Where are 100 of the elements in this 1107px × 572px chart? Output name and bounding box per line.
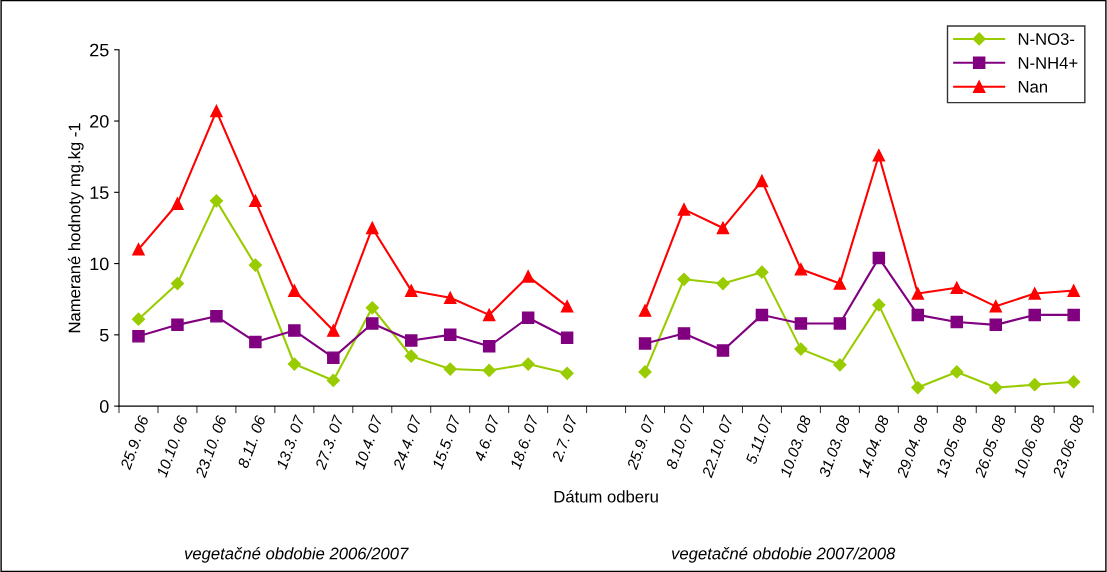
point xyxy=(482,340,496,353)
point xyxy=(365,301,379,315)
point xyxy=(482,363,496,378)
x-tick-label: 8.10. 07 xyxy=(665,414,695,470)
point xyxy=(248,258,262,272)
point xyxy=(911,308,925,322)
point xyxy=(171,197,184,210)
point xyxy=(1067,284,1080,297)
point xyxy=(755,265,769,279)
point xyxy=(677,203,691,216)
point xyxy=(366,317,379,330)
text: vegetačné obdobie 2007/2008 xyxy=(671,546,896,563)
point xyxy=(950,315,964,329)
x-tick-label: 15.5. 07 xyxy=(431,414,461,470)
x-tick-label: 22.10. 07 xyxy=(701,414,734,479)
x-tick-label: 29.04. 08 xyxy=(896,414,929,479)
point xyxy=(288,284,301,297)
point xyxy=(560,331,574,344)
point xyxy=(638,337,652,350)
legend-label: Nan xyxy=(1018,81,1047,93)
x-tick-label: 5.11.07 xyxy=(745,414,773,465)
point xyxy=(716,221,730,235)
point xyxy=(1028,378,1042,392)
point xyxy=(833,358,847,372)
point xyxy=(521,357,535,371)
legend-label: N-NH4+ xyxy=(1018,57,1078,69)
point xyxy=(638,365,652,379)
x-tick-label: 4.6. 07 xyxy=(473,414,500,463)
x-tick-label: 23.10. 06 xyxy=(194,414,227,479)
point xyxy=(249,335,262,349)
point xyxy=(171,318,184,332)
point xyxy=(755,308,769,322)
point xyxy=(326,373,340,388)
point xyxy=(716,276,730,291)
y-tick-label: 10 xyxy=(90,257,109,271)
point xyxy=(677,327,691,340)
point xyxy=(482,308,496,322)
point xyxy=(677,272,691,286)
x-tick-label: 10.10. 06 xyxy=(156,414,188,478)
point xyxy=(404,349,418,363)
point xyxy=(794,317,808,330)
point xyxy=(404,284,418,297)
point xyxy=(716,344,730,357)
point xyxy=(911,381,925,395)
point xyxy=(521,270,535,283)
x-tick-label: 18.6. 07 xyxy=(509,414,539,470)
point xyxy=(794,263,808,276)
x-tick-label: 31.03. 08 xyxy=(818,414,851,478)
x-tick-label: 13.3. 07 xyxy=(275,414,306,470)
y-tick-label: 20 xyxy=(90,114,109,128)
point xyxy=(872,298,886,312)
point xyxy=(794,342,808,356)
legend-label: N-NO3- xyxy=(1018,33,1075,45)
point xyxy=(327,351,340,364)
y-tick-label: 25 xyxy=(90,43,109,57)
point xyxy=(950,365,964,379)
point xyxy=(950,281,964,295)
point xyxy=(1028,308,1041,322)
x-tick-label: 14.04. 08 xyxy=(857,414,890,478)
point xyxy=(989,381,1003,395)
point xyxy=(443,362,457,376)
x-tick-label: 10.03. 08 xyxy=(779,414,812,478)
point xyxy=(404,334,418,347)
point xyxy=(833,317,847,330)
point xyxy=(443,328,457,342)
point xyxy=(560,366,574,380)
y-axis-title: Namerané hodnoty mg.kg -1 xyxy=(67,123,84,333)
point xyxy=(287,357,301,371)
point xyxy=(209,194,224,208)
point xyxy=(521,311,535,324)
point xyxy=(833,277,847,290)
point xyxy=(132,243,145,256)
point xyxy=(911,287,925,300)
x-tick-label: 27.3. 07 xyxy=(314,414,345,471)
x-tick-label: 26.05. 08 xyxy=(974,414,1007,479)
point xyxy=(210,104,223,118)
point xyxy=(755,174,769,188)
x-tick-label: 10.4. 07 xyxy=(353,414,383,470)
point xyxy=(989,318,1002,332)
y-tick-label: 0 xyxy=(99,400,109,413)
point xyxy=(1028,287,1041,300)
x-axis-title: Dátum odberu xyxy=(554,490,658,503)
point xyxy=(443,291,457,305)
y-tick-label: 5 xyxy=(99,328,109,342)
point xyxy=(872,251,886,265)
x-tick-label: 25.9. 07 xyxy=(626,414,656,471)
point xyxy=(288,324,301,337)
x-tick-label: 10.06. 08 xyxy=(1013,414,1046,478)
x-tick-label: 24.4. 07 xyxy=(392,414,422,471)
point xyxy=(170,276,185,291)
point xyxy=(1067,308,1080,322)
x-tick-label: 13.05. 08 xyxy=(935,414,968,478)
point xyxy=(249,194,262,208)
point xyxy=(638,304,652,317)
point xyxy=(131,312,146,326)
x-tick-label: 23.06. 08 xyxy=(1052,414,1085,479)
point xyxy=(366,221,379,235)
x-tick-label: 25.9. 06 xyxy=(119,414,150,471)
point xyxy=(1067,375,1081,389)
text: vegetačné obdobie 2006/2007 xyxy=(184,546,409,563)
